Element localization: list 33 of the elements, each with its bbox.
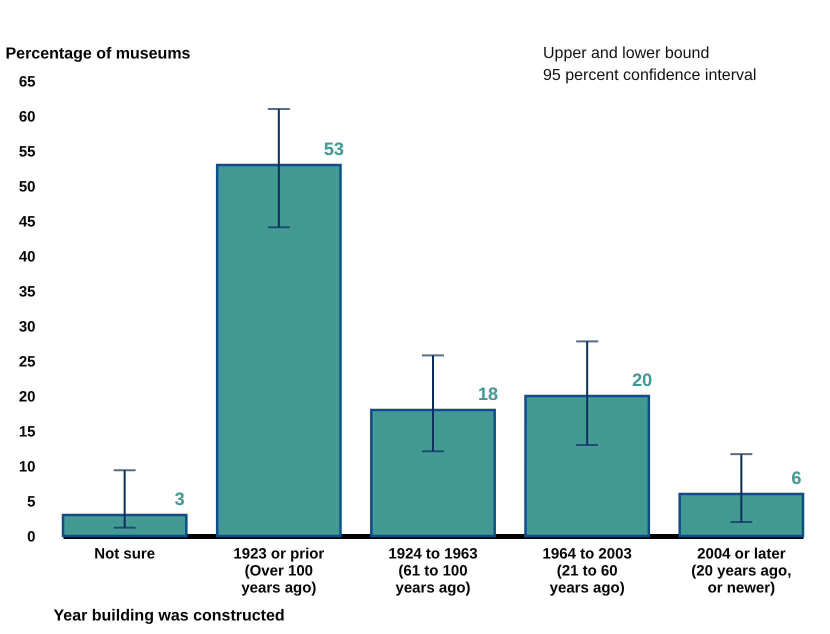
annotation: 95 percent confidence interval (543, 67, 756, 84)
y-tick-label: 30 (18, 318, 36, 336)
y-tick-label: 50 (18, 178, 36, 196)
x-tick-label: 2004 or later (20 years ago, or newer) (691, 546, 792, 596)
x-tick-label: 1964 to 2003 (21 to 60 years ago) (542, 546, 632, 596)
bar (62, 514, 188, 538)
x-tick-label: Not sure (94, 546, 156, 562)
y-tick-label: 20 (18, 388, 36, 406)
data-label: 53 (324, 139, 344, 159)
y-tick-label: 5 (27, 494, 36, 510)
y-tick-label: 35 (18, 284, 36, 300)
data-label: 20 (632, 370, 652, 390)
bar (370, 408, 496, 538)
x-axis-title: Year building was constructed (54, 608, 285, 624)
data-label: 18 (478, 384, 498, 404)
data-label: 3 (174, 489, 185, 509)
y-tick-label: 60 (18, 108, 36, 126)
y-axis-title: Percentage of museums (6, 46, 191, 62)
y-tick-label: 45 (18, 214, 36, 230)
y-tick-label: 65 (18, 74, 36, 90)
x-tick-label: 1923 or prior (Over 100 years ago) (233, 546, 324, 596)
text: Upper and lower bound (543, 45, 710, 62)
data-label: 6 (791, 468, 802, 488)
y-tick-label: 40 (18, 248, 36, 266)
bar (524, 394, 650, 538)
x-tick-label: 1924 to 1963 (61 to 100 years ago) (388, 546, 478, 596)
bar (216, 164, 342, 538)
y-tick-label: 55 (18, 144, 36, 160)
y-tick-label: 10 (18, 458, 36, 476)
y-tick-label: 0 (27, 528, 36, 546)
y-tick-label: 25 (18, 354, 36, 370)
bar (678, 492, 804, 538)
y-tick-label: 15 (18, 424, 36, 440)
